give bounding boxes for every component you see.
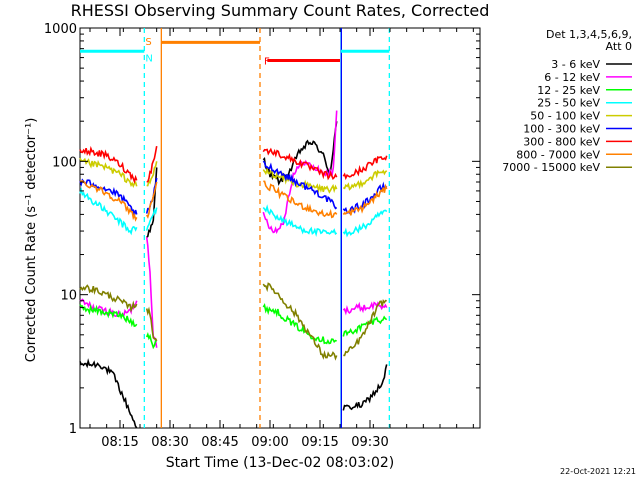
series-line-7-seg-2 (263, 180, 338, 219)
y-tick-label-3: 1000 (44, 22, 77, 37)
axes-group: 08:15 08:30 08:45 09:00 09:15 09:30 1 10 100 1000 (44, 22, 480, 450)
series-line-5-seg-3 (342, 181, 388, 215)
flag-marker-n: N (145, 54, 152, 65)
series-line-1-seg-3 (342, 301, 388, 316)
x-tick-label-3: 09:00 (251, 435, 288, 450)
series-line-4-seg-0 (79, 157, 138, 189)
legend-label-7: 800 - 7000 keV (516, 148, 600, 161)
series-line-7-seg-3 (342, 183, 388, 216)
series-group (79, 110, 388, 429)
series-line-2-seg-0 (79, 303, 138, 328)
x-tick-label-1: 08:30 (151, 435, 188, 450)
legend-label-4: 50 - 100 keV (530, 110, 600, 123)
flag-marker-s: S (145, 37, 151, 48)
plot-frame (79, 27, 481, 429)
chart-title: RHESSI Observing Summary Count Rates, Co… (71, 1, 490, 20)
legend-label-6: 300 - 800 keV (523, 135, 600, 148)
series-line-4-seg-2 (262, 167, 338, 194)
x-tick-label-4: 09:15 (301, 435, 338, 450)
legend-header-1: Att 0 (606, 40, 632, 53)
series-line-0-seg-3 (342, 364, 388, 411)
series-line-3-seg-3 (342, 209, 388, 238)
legend-label-0: 3 - 6 keV (551, 58, 600, 71)
series-line-7-seg-0 (79, 179, 138, 222)
series-line-2-seg-1 (145, 331, 157, 350)
y-tick-label-1: 10 (60, 289, 77, 304)
x-axis-label: Start Time (13-Dec-02 08:03:02) (166, 455, 394, 471)
legend-header-0: Det 1,3,4,5,6,9, (546, 28, 632, 41)
series-line-8-seg-3 (343, 298, 387, 357)
series-line-6-seg-0 (79, 145, 138, 184)
legend-label-3: 25 - 50 keV (537, 97, 600, 110)
x-tick-label-5: 09:30 (351, 435, 388, 450)
series-line-5-seg-0 (79, 178, 138, 215)
series-line-3-seg-2 (262, 204, 338, 237)
flag-marker-f: F (264, 57, 270, 68)
series-line-8-seg-0 (79, 284, 138, 313)
series-line-0-seg-0 (79, 358, 138, 429)
x-tick-label-2: 08:45 (201, 435, 238, 450)
series-line-2-seg-3 (342, 315, 388, 337)
y-tick-label-0: 1 (69, 422, 77, 437)
series-line-4-seg-1 (146, 161, 158, 187)
y-tick-label-2: 100 (52, 155, 77, 170)
legend-label-8: 7000 - 15000 keV (502, 161, 600, 174)
series-line-6-seg-3 (342, 155, 388, 181)
series-line-4-seg-3 (342, 169, 388, 191)
marker-lines-group: SN F (80, 28, 390, 428)
series-line-5-seg-2 (262, 160, 338, 210)
y-axis-label: Corrected Count Rate (s⁻¹ detector⁻¹) (24, 118, 39, 363)
x-tick-label-0: 08:15 (101, 435, 138, 450)
series-line-3-seg-0 (79, 186, 138, 236)
legend-label-2: 12 - 25 keV (537, 84, 600, 97)
plot-date: 22-Oct-2021 12:21 (560, 467, 636, 476)
series-line-7-seg-1 (146, 181, 158, 219)
series-line-8-seg-2 (262, 282, 338, 361)
legend-label-1: 6 - 12 keV (544, 71, 600, 84)
series-line-8-seg-1 (145, 306, 158, 342)
series-line-0-seg-1 (146, 167, 158, 238)
series-line-3-seg-1 (145, 207, 158, 231)
series-line-1-seg-2 (262, 110, 338, 235)
series-line-2-seg-2 (262, 303, 337, 345)
legend-label-5: 100 - 300 keV (523, 123, 600, 136)
series-line-6-seg-1 (146, 145, 158, 183)
series-line-6-seg-2 (262, 147, 338, 181)
